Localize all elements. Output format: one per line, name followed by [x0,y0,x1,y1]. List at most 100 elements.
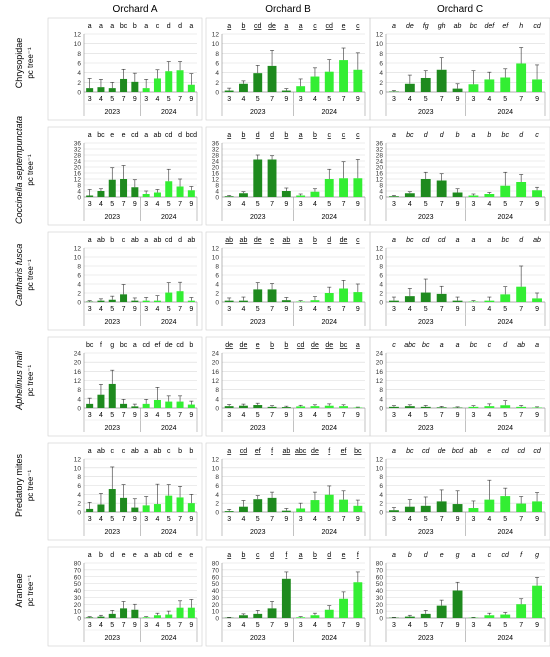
significance-letter: ab [154,448,162,455]
x-tick-label: 4 [155,96,159,103]
significance-letter: cd [502,448,511,455]
significance-letter: h [519,23,523,30]
bar [325,610,334,618]
x-tick-label: 7 [440,96,444,103]
x-tick-label: 3 [299,516,303,523]
significance-letter: c [488,342,492,349]
significance-letter: b [456,132,460,139]
x-tick-label: 7 [270,201,274,208]
x-tick-label: 4 [155,412,159,419]
x-tick-label: 7 [178,96,182,103]
x-tick-label: 3 [88,516,92,523]
y-tick-label: 4 [77,492,81,499]
significance-letter: fg [423,23,429,30]
x-tick-label: 4 [155,306,159,313]
y-tick-label: 4 [77,282,81,289]
bar [239,615,248,618]
x-tick-label: 3 [227,96,231,103]
bar [239,301,248,302]
y-tick-label: 8 [77,183,81,190]
y-tick-label: 80 [212,561,220,568]
significance-letter: ab [282,237,290,244]
year-label: 2024 [161,529,177,536]
y-tick-label: 0 [215,510,219,517]
x-tick-label: 5 [503,201,507,208]
x-tick-label: 4 [408,516,412,523]
panel-frame [48,127,202,225]
bar [282,91,291,92]
significance-letter: bc [470,342,478,349]
bar [311,300,320,302]
bar [469,407,479,408]
y-tick-label: 12 [212,378,220,385]
significance-letter: d [327,237,331,244]
bar [109,489,116,512]
y-tick-label: 2 [215,501,219,508]
bar [188,405,195,408]
bar [389,510,399,512]
bar [532,501,542,512]
y-tick-label: 8 [215,51,219,58]
x-tick-label: 5 [167,96,171,103]
column-header: Orchard B [265,4,311,15]
chart-panel: 024681012a3bc4cd5de7bcd9ab3e4cd5cd7cd920… [370,443,550,540]
significance-letter: a [471,132,475,139]
year-label: 2024 [321,214,337,221]
x-tick-label: 4 [487,201,491,208]
year-label: 2024 [161,319,177,326]
bar [405,617,415,618]
significance-letter: b [313,552,317,559]
x-tick-label: 5 [167,306,171,313]
year-label: 2024 [497,425,513,432]
bar [516,63,526,92]
y-tick-label: 12 [376,177,384,184]
significance-letter: ab [154,552,162,559]
chart-panel: 01020304050607080a3b4c5d7f9a3b4d5e7f9202… [206,547,370,646]
bar [339,289,348,303]
x-tick-label: 9 [189,622,193,629]
x-tick-label: 7 [122,201,126,208]
x-tick-label: 5 [110,412,114,419]
x-tick-label: 9 [133,96,137,103]
x-tick-label: 9 [535,96,539,103]
x-tick-label: 5 [110,96,114,103]
year-label: 2023 [250,214,266,221]
bar [353,582,362,618]
significance-letter: cd [517,448,526,455]
y-tick-label: 8 [77,51,81,58]
y-tick-label: 70 [74,567,82,574]
bar [282,579,291,618]
bar [253,405,262,408]
significance-letter: a [392,552,396,559]
x-tick-label: 3 [392,516,396,523]
bar [421,78,431,92]
x-tick-label: 4 [313,201,317,208]
significance-letter: a [392,237,396,244]
x-tick-label: 3 [299,96,303,103]
year-label: 2024 [497,214,513,221]
significance-letter: a [227,552,231,559]
year-label: 2024 [321,635,337,642]
x-tick-label: 5 [327,306,331,313]
year-label: 2023 [250,425,266,432]
x-tick-label: 9 [535,412,539,419]
x-tick-label: 3 [144,306,148,313]
y-tick-label: 8 [77,264,81,271]
significance-letter: abc [295,448,307,455]
y-tick-label: 4 [379,492,383,499]
bar [253,499,262,512]
x-tick-label: 9 [189,412,193,419]
bar [86,88,93,92]
x-tick-label: 7 [178,622,182,629]
column-header: Orchard A [112,4,157,15]
significance-letter: c [156,23,160,30]
x-tick-label: 3 [88,622,92,629]
bar [353,70,362,92]
x-tick-label: 7 [178,516,182,523]
bar [143,301,150,302]
x-tick-label: 7 [122,412,126,419]
y-tick-label: 20 [212,602,220,609]
year-label: 2023 [104,319,120,326]
y-tick-label: 4 [77,396,81,403]
bar [311,500,320,512]
